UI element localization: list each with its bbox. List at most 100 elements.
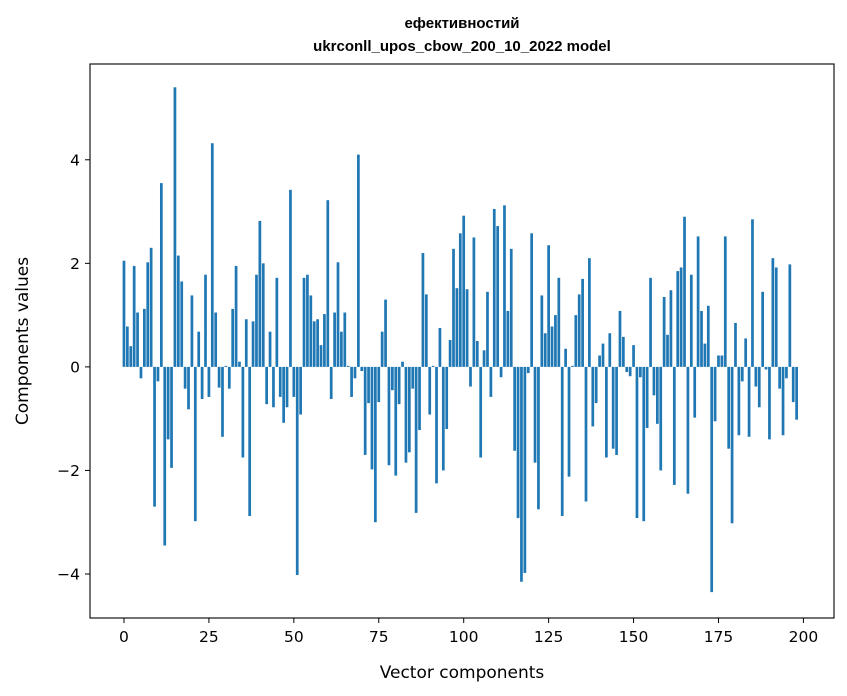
bar-194 [781,366,785,436]
bar-23 [200,366,204,399]
bar-123 [540,295,544,367]
bar-17 [180,281,184,367]
bar-72 [367,366,370,404]
x-tick-label-175: 175 [704,628,734,646]
bar-158 [659,366,663,471]
bar-38 [251,321,255,367]
bar-49 [289,189,292,367]
bar-69 [357,154,360,367]
bar-18 [183,366,187,389]
bar-145 [615,366,618,455]
bar-180 [734,322,737,367]
bar-66 [346,365,350,367]
bar-35 [241,366,245,458]
bar-160 [666,334,669,367]
x-tick-label-125: 125 [534,628,564,646]
bar-157 [655,366,659,424]
bar-102 [469,366,472,387]
bar-151 [635,366,639,519]
bar-33 [234,265,238,367]
bar-149 [628,366,632,377]
bar-57 [316,319,319,367]
bar-161 [669,290,673,367]
bar-107 [486,291,489,367]
bar-178 [727,366,731,449]
bar-197 [791,366,795,403]
bar-103 [472,237,476,367]
bar-142 [605,366,608,458]
bar-31 [227,366,231,389]
bar-50 [292,366,296,397]
bar-183 [744,338,748,367]
bar-196 [788,264,792,367]
bar-132 [571,365,574,367]
bar-39 [255,274,258,367]
bar-79 [390,366,394,391]
bar-45 [275,277,279,367]
bar-127 [554,315,557,367]
plot-frame [89,63,835,619]
bar-60 [326,200,330,367]
bar-169 [696,236,700,367]
bar-34 [238,361,241,367]
bar-12 [163,366,167,546]
bar-68 [353,366,357,379]
bar-109 [492,208,496,367]
bar-36 [244,319,248,367]
bar-163 [676,271,680,367]
bar-156 [652,366,656,396]
bar-101 [465,289,469,367]
bar-198 [795,366,798,420]
bar-67 [350,366,353,397]
bar-128 [557,277,561,367]
bar-188 [761,291,765,367]
bar-139 [594,366,598,404]
bar-5 [139,366,143,379]
bar-10 [156,366,160,382]
x-tick-label-50: 50 [284,628,304,646]
bar-15 [173,87,177,367]
bar-55 [309,295,313,367]
bar-150 [632,345,635,367]
bar-113 [506,310,510,367]
bar-54 [306,274,309,367]
bar-148 [625,366,629,373]
bar-186 [754,366,758,387]
bar-165 [683,216,686,367]
bar-88 [421,252,425,367]
bar-65 [343,312,347,367]
bar-125 [547,245,550,367]
bar-168 [693,366,697,418]
bar-29 [221,366,224,437]
bar-141 [601,343,605,367]
bar-19 [187,366,190,410]
bar-114 [509,248,513,367]
bar-42 [265,366,269,405]
bar-16 [176,255,180,367]
bar-177 [723,236,727,367]
bar-81 [397,366,401,405]
bar-164 [679,267,683,367]
bar-75 [377,366,381,403]
bar-3 [132,265,136,367]
x-tick-label-100: 100 [449,628,479,646]
bar-62 [333,312,336,367]
axes-group: 0 25 50 75 100 125 150 175 200 −4 −2 0 2 4 [57,151,818,646]
bar-89 [424,294,428,367]
bars-group [122,87,798,593]
bar-96 [448,339,452,367]
bar-152 [638,366,642,378]
bar-154 [645,366,649,428]
bar-40 [258,220,262,367]
bar-97 [452,248,455,367]
bar-94 [441,366,445,471]
bar-73 [370,366,374,470]
bar-124 [543,333,547,367]
bar-189 [764,366,768,370]
bar-171 [703,343,707,367]
bar-170 [700,310,703,367]
bar-137 [588,258,591,367]
bar-173 [710,366,714,593]
bar-111 [499,366,503,378]
